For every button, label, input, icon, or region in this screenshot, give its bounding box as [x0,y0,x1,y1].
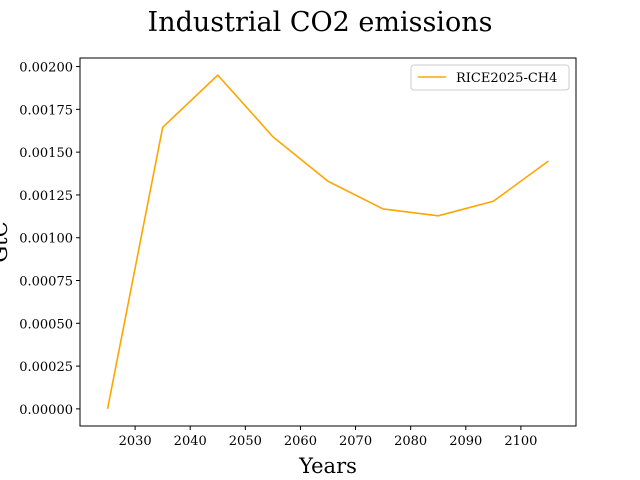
x-axis-label: Years [298,454,357,478]
x-tick-label: 2100 [504,434,537,449]
legend-box [410,64,570,91]
x-tick-label: 2050 [229,434,262,449]
x-tick-label: 2040 [174,434,207,449]
y-tick-label: 0.00200 [19,61,73,76]
y-tick-label: 0.00025 [19,360,73,375]
y-tick-label: 0.00150 [19,146,73,161]
legend: RICE2025-CH4 [410,64,570,91]
axes-frame [79,57,577,427]
x-tick-label: 2030 [119,434,152,449]
series-line [106,74,549,410]
x-tick-label: 2070 [339,434,372,449]
y-tick-label: 0.00125 [19,189,73,204]
y-tick-label: 0.00100 [19,232,73,247]
y-axis-label: GtC [0,221,12,262]
y-tick-label: 0.00175 [19,103,73,118]
y-tick-label: 0.00075 [19,275,73,290]
x-tick-label: 2080 [394,434,427,449]
y-tick-label: 0.00000 [19,403,73,418]
x-tick-label: 2090 [449,434,482,449]
legend-label: RICE2025-CH4 [456,71,557,86]
x-tick-label: 2060 [284,434,317,449]
chart-title: Industrial CO2 emissions [148,7,493,38]
y-tick-label: 0.00050 [19,317,73,332]
plot-area: 2030 2040 2050 2060 2070 2080 2090 2100 0.00000 0… [19,61,549,449]
